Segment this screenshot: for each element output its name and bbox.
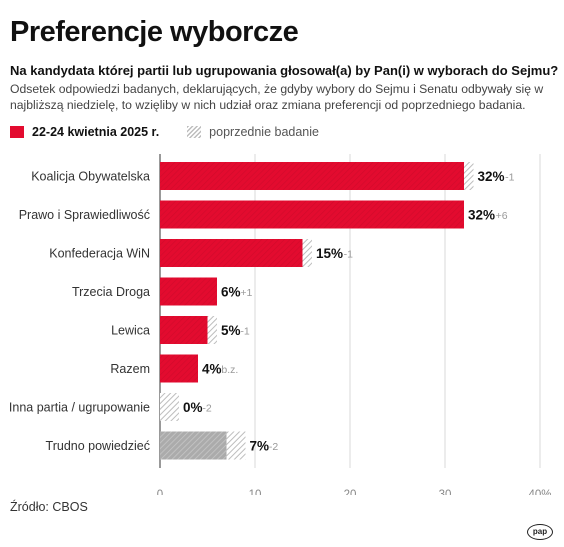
change-label: -1: [505, 172, 514, 184]
change-label: -2: [202, 403, 211, 415]
category-label: Inna partia / ugrupowanie: [9, 401, 150, 415]
x-tick-label: 0: [157, 489, 163, 495]
bar-chart: 0 10 20 30 40%Koalicja Obywatelska 32% -1Prawo…: [9, 154, 552, 495]
value-label: 7%: [250, 439, 270, 454]
x-tick-label: 10: [249, 489, 262, 495]
label-layer: 0 10 20 30 40%Koalicja Obywatelska 32% -1Prawo…: [9, 169, 552, 495]
category-label: Razem: [110, 362, 150, 376]
pap-logo: pap: [527, 524, 553, 540]
change-label: -1: [240, 326, 249, 338]
value-label: 6%: [221, 285, 241, 300]
value-label: 5%: [221, 323, 241, 338]
category-label: Konfederacja WiN: [49, 247, 150, 261]
x-tick-label: 20: [344, 489, 357, 495]
change-label: +6: [496, 210, 508, 222]
value-label: 4%: [202, 362, 222, 377]
x-tick-label: 30: [439, 489, 452, 495]
source-note: Źródło: CBOS: [10, 500, 88, 514]
category-label: Koalicja Obywatelska: [31, 170, 150, 184]
change-label: -2: [269, 441, 278, 453]
current-bar: [160, 431, 227, 460]
legend-label-current: 22-24 kwietnia 2025 r.: [32, 125, 160, 139]
chart-title: Preferencje wyborcze: [10, 16, 299, 48]
current-bar: [160, 354, 198, 383]
change-label: +1: [240, 287, 252, 299]
legend-swatch-previous: [187, 126, 202, 138]
current-bar: [160, 200, 464, 229]
value-label: 15%: [316, 246, 343, 261]
value-label: 0%: [183, 400, 203, 415]
legend: 22-24 kwietnia 2025 r. poprzednie badani…: [10, 124, 319, 140]
change-label: b.z.: [221, 364, 238, 376]
change-label: -1: [344, 249, 353, 261]
value-label: 32%: [478, 169, 505, 184]
current-bar: [160, 162, 464, 190]
category-label: Lewica: [111, 324, 150, 338]
chart-subtitle: Na kandydata której partii lub ugrupowan…: [10, 63, 559, 78]
legend-label-previous: poprzednie badanie: [209, 125, 319, 139]
bar-layer: [160, 162, 474, 460]
current-bar: [160, 239, 303, 267]
category-label: Trudno powiedzieć: [46, 439, 150, 453]
category-label: Prawo i Sprawiedliwość: [19, 208, 150, 222]
category-label: Trzecia Droga: [72, 285, 150, 299]
current-bar: [160, 316, 208, 344]
value-label: 32%: [468, 208, 495, 223]
legend-swatch-current: [10, 126, 24, 138]
chart-description: Odsetek odpowiedzi badanych, deklarujący…: [10, 82, 544, 112]
x-tick-label: 40%: [528, 489, 551, 495]
current-bar: [160, 277, 217, 306]
previous-bar: [160, 393, 179, 421]
